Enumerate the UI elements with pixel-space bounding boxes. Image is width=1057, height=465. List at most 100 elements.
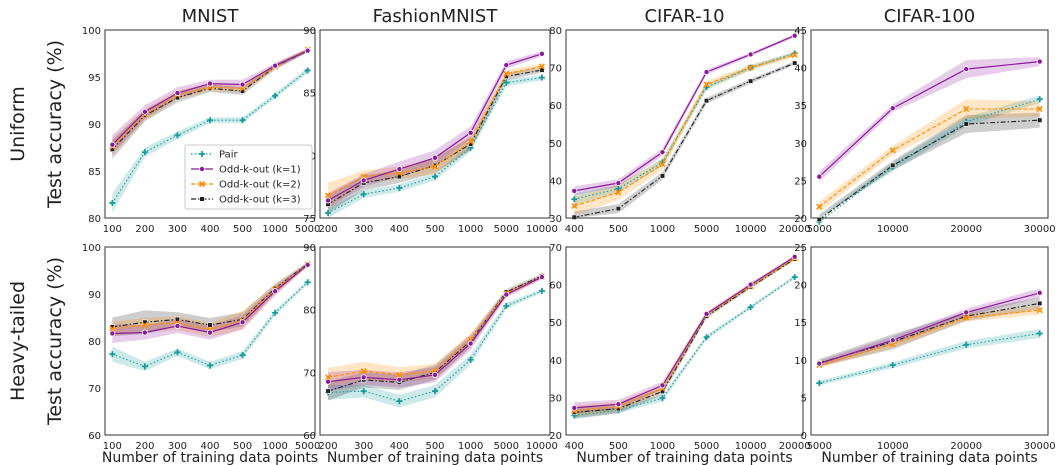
x-tick-label: 5000 <box>494 441 519 452</box>
x-tick-label: 400 <box>200 441 219 452</box>
y-tick-label: 60 <box>549 281 562 292</box>
band-k1 <box>112 263 308 343</box>
y-tick-label: 75 <box>303 214 316 225</box>
point-k1 <box>659 382 666 389</box>
column-title: FashionMNIST <box>373 6 499 27</box>
point-pair <box>503 79 510 86</box>
point-pair <box>304 279 311 286</box>
series-line-k3 <box>818 119 1040 220</box>
y-tick-label: 70 <box>549 64 562 75</box>
y-tick-label: 30 <box>549 393 562 404</box>
y-tick-label: 40 <box>794 64 807 75</box>
x-tick-label: 10000 <box>877 224 909 235</box>
point-k2 <box>963 105 970 113</box>
point-pair <box>1036 330 1043 337</box>
band-k2 <box>819 99 1040 212</box>
x-tick-label: 300 <box>168 224 187 235</box>
series-line-k2 <box>574 54 795 207</box>
x-tick-label: 10000 <box>526 441 558 452</box>
point-k2 <box>659 161 666 168</box>
point-k1 <box>659 149 666 156</box>
band-k1 <box>819 57 1040 182</box>
point-pair <box>360 191 367 198</box>
point-pair <box>109 199 116 206</box>
point-k1 <box>431 371 438 378</box>
y-tick-label: 90 <box>88 120 101 131</box>
x-tick-label: 500 <box>233 441 252 452</box>
legend-label: Pair <box>219 150 238 161</box>
point-k3 <box>325 388 331 394</box>
point-k3 <box>396 174 402 180</box>
x-tick-label: 100 <box>103 441 122 452</box>
x-tick-label: 5000 <box>807 441 832 452</box>
point-k1 <box>816 360 823 367</box>
point-pair <box>432 388 438 395</box>
x-tick-label: 400 <box>565 441 584 452</box>
y-tick-label: 90 <box>303 243 316 254</box>
point-k3 <box>792 60 798 66</box>
point-k3 <box>1037 117 1043 123</box>
legend-label: Odd-k-out (k=2) <box>219 180 301 191</box>
series-line-k1 <box>574 256 796 409</box>
legend-item-k2: Odd-k-out (k=2) <box>191 180 301 191</box>
band-k3 <box>112 48 308 159</box>
series-line-k3 <box>574 62 795 218</box>
series-line-k3 <box>574 258 795 413</box>
x-tick-label: 500 <box>609 441 628 452</box>
point-k1 <box>467 340 474 347</box>
x-tick-label: 5000 <box>494 224 519 235</box>
row-label: Heavy-tailed <box>7 281 29 401</box>
y-tick-label: 60 <box>549 101 562 112</box>
axes-frame <box>565 29 804 219</box>
x-tick-label: 200 <box>319 224 338 235</box>
y-tick-label: 40 <box>549 356 562 367</box>
x-axis-label: Number of training data points <box>821 450 1037 465</box>
point-pair <box>304 67 311 74</box>
point-k2 <box>109 325 116 332</box>
y-tick-label: 80 <box>88 214 101 225</box>
x-tick-label: 300 <box>354 441 373 452</box>
point-k1 <box>109 141 116 148</box>
point-k3 <box>174 316 181 322</box>
point-pair <box>889 362 896 369</box>
point-pair <box>272 309 279 316</box>
point-k1 <box>538 274 545 281</box>
y-tick-label: 50 <box>549 139 562 150</box>
axes-frame <box>810 29 1049 219</box>
x-tick-label: 5000 <box>694 441 719 452</box>
y-tick-label: 90 <box>303 26 316 37</box>
point-pair <box>360 388 367 395</box>
legend-box <box>184 144 313 210</box>
panel-heavy-tailed-mnist: 60 70 80 90 100 100 200 300 400 500 1000 5000 <box>82 243 320 452</box>
point-k1 <box>889 105 896 112</box>
point-k1 <box>141 108 148 115</box>
point-k1 <box>141 329 148 336</box>
point-k2 <box>571 202 578 210</box>
point-k2 <box>816 203 823 210</box>
y-tick-label: 100 <box>82 243 101 254</box>
y-tick-label: 25 <box>794 176 807 187</box>
point-pair <box>538 287 545 294</box>
point-k2 <box>324 374 332 381</box>
point-k1 <box>538 50 545 57</box>
y-tick-label: 90 <box>88 290 101 301</box>
band-k3 <box>328 67 542 213</box>
point-k3 <box>748 78 754 84</box>
band-pair <box>328 75 542 218</box>
point-k1 <box>239 81 246 88</box>
x-tick-label: 1000 <box>458 441 483 452</box>
point-k2 <box>467 138 474 145</box>
axes-frame <box>319 246 551 436</box>
point-k1 <box>503 291 510 298</box>
series-line-pair <box>818 98 1040 223</box>
point-pair <box>272 92 279 99</box>
point-pair <box>615 185 622 192</box>
point-k1 <box>703 69 710 76</box>
band-k3 <box>574 61 795 219</box>
band-k1 <box>328 51 542 208</box>
x-tick-label: 10000 <box>735 441 767 452</box>
band-pair <box>819 329 1040 386</box>
y-tick-label: 70 <box>88 384 101 395</box>
point-k2 <box>963 314 970 321</box>
point-pair <box>432 173 438 180</box>
